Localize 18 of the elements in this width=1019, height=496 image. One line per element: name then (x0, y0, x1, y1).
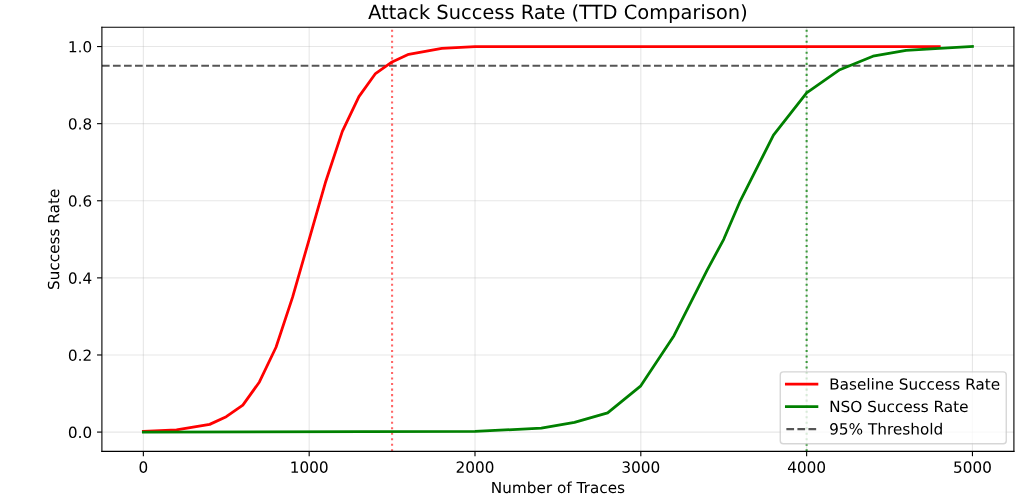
legend-label: NSO Success Rate (830, 400, 968, 413)
y-axis-title: Success Rate (47, 189, 60, 289)
x-tick-label: 4000 (787, 461, 826, 473)
chart-title: Attack Success Rate (TTD Comparison) (368, 4, 747, 23)
x-tick-label: 1000 (291, 461, 328, 473)
legend-label: 95% Threshold (830, 422, 942, 435)
y-tick-label: 0.2 (68, 349, 91, 361)
x-tick-label: 2000 (456, 461, 494, 473)
x-tick-label: 0 (139, 461, 148, 473)
x-tick-label: 3000 (622, 461, 660, 473)
y-tick-label: 0.0 (68, 426, 92, 439)
y-tick-label: 1.0 (69, 41, 92, 53)
x-tick-label: 5000 (954, 461, 991, 473)
y-tick-label: 0.8 (68, 118, 92, 130)
x-axis-title: Number of Traces (492, 481, 625, 494)
legend-label: Baseline Success Rate (830, 377, 1000, 390)
y-tick-label: 0.6 (68, 195, 92, 207)
y-tick-label: 0.4 (68, 272, 92, 284)
